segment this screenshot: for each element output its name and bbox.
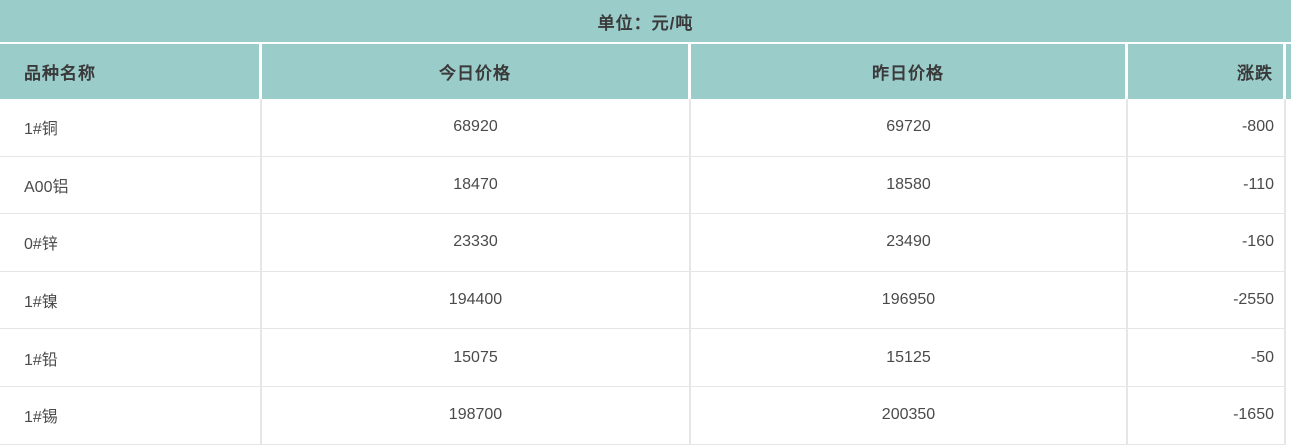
cell-change: -160 <box>1128 214 1286 272</box>
cell-variety: A00铝 <box>0 156 262 215</box>
cell-variety: 1#铜 <box>0 99 262 157</box>
cell-variety: 1#锡 <box>0 386 262 445</box>
unit-label: 单位：元/吨 <box>597 13 694 33</box>
table-row: 1#镍 194400 196950 -2550 <box>0 271 1291 330</box>
cell-today-price: 194400 <box>262 271 691 330</box>
column-header-yesterday: 昨日价格 <box>691 44 1128 99</box>
cell-today-price: 68920 <box>262 99 691 157</box>
table-row: 0#锌 23330 23490 -160 <box>0 214 1291 272</box>
cell-variety: 0#锌 <box>0 214 262 272</box>
row-filler <box>1286 386 1291 445</box>
divider <box>0 42 1291 44</box>
row-filler <box>1286 271 1291 330</box>
cell-today-price: 15075 <box>262 329 691 387</box>
row-filler <box>1286 329 1291 387</box>
cell-variety: 1#镍 <box>0 271 262 330</box>
cell-yesterday-price: 23490 <box>691 214 1128 272</box>
cell-today-price: 23330 <box>262 214 691 272</box>
table-row: A00铝 18470 18580 -110 <box>0 156 1291 215</box>
cell-yesterday-price: 15125 <box>691 329 1128 387</box>
cell-yesterday-price: 196950 <box>691 271 1128 330</box>
row-filler <box>1286 214 1291 272</box>
unit-bar: 单位：元/吨 <box>0 0 1291 42</box>
header-filler <box>1286 44 1291 99</box>
cell-today-price: 18470 <box>262 156 691 215</box>
cell-change: -1650 <box>1128 386 1286 445</box>
cell-change: -800 <box>1128 99 1286 157</box>
cell-yesterday-price: 18580 <box>691 156 1128 215</box>
column-header-today: 今日价格 <box>262 44 691 99</box>
row-filler <box>1286 156 1291 215</box>
cell-change: -50 <box>1128 329 1286 387</box>
column-header-variety: 品种名称 <box>0 44 262 99</box>
table-row: 1#铜 68920 69720 -800 <box>0 99 1291 157</box>
cell-variety: 1#铅 <box>0 329 262 387</box>
table-header-row: 品种名称 今日价格 昨日价格 涨跌 <box>0 44 1291 99</box>
table-row: 1#锡 198700 200350 -1650 <box>0 386 1291 445</box>
cell-change: -110 <box>1128 156 1286 215</box>
table-row: 1#铅 15075 15125 -50 <box>0 329 1291 387</box>
column-header-change: 涨跌 <box>1128 44 1286 99</box>
cell-yesterday-price: 69720 <box>691 99 1128 157</box>
cell-today-price: 198700 <box>262 386 691 445</box>
row-filler <box>1286 99 1291 157</box>
cell-yesterday-price: 200350 <box>691 386 1128 445</box>
cell-change: -2550 <box>1128 271 1286 330</box>
